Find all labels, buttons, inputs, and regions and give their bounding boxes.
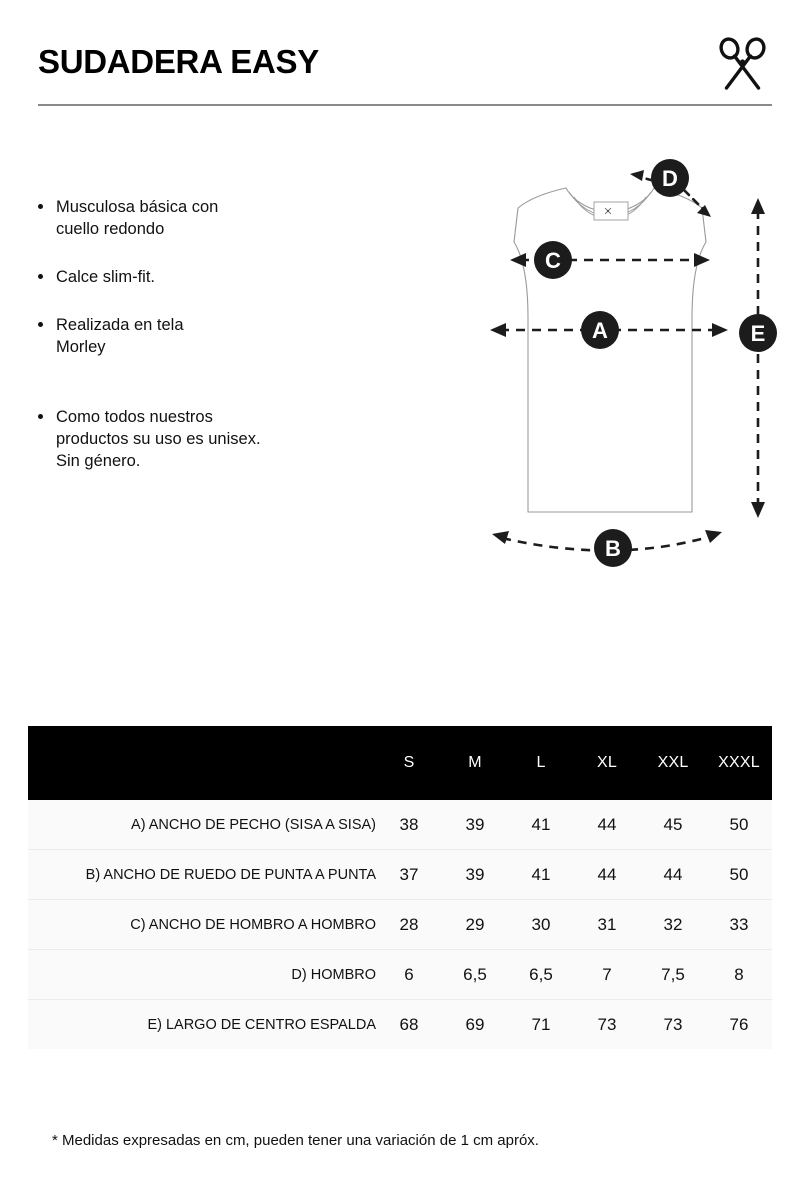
row-value: 44: [663, 864, 683, 884]
list-item: Como todos nuestros productos su uso es …: [36, 406, 436, 472]
marker-badge-c: C: [534, 241, 572, 279]
row-value: 39: [465, 814, 485, 834]
page-title: SUDADERA EASY: [38, 43, 319, 80]
row-value: 50: [729, 814, 749, 834]
list-item: Musculosa básica con cuello redondo: [36, 196, 436, 240]
row-value: 6,5: [463, 964, 487, 984]
marker-c-arrowhead-right: [694, 253, 710, 267]
marker-e-arrowhead-bottom: [751, 502, 765, 518]
row-value: 6: [404, 964, 414, 984]
row-value: 76: [729, 1014, 749, 1034]
row-value: 68: [399, 1014, 419, 1034]
row-separator: [28, 849, 772, 850]
svg-text:D: D: [662, 166, 678, 191]
row-value: 73: [663, 1014, 683, 1034]
row-value: 6,5: [529, 964, 553, 984]
neck-label-icon: [593, 201, 629, 221]
table-row: C) ANCHO DE HOMBRO A HOMBRO 28 29 30 31 …: [28, 900, 772, 949]
bullet-icon: [38, 414, 43, 419]
marker-a-arrowhead-right: [712, 323, 728, 337]
marker-d-arrowhead-left: [630, 170, 644, 181]
header-size-xxl: XXL: [657, 754, 689, 771]
table-row: D) HOMBRO 6 6,5 6,5 7 7,5 8: [28, 950, 772, 999]
svg-text:A: A: [592, 318, 608, 343]
svg-text:B: B: [605, 536, 621, 561]
marker-badge-a: A: [581, 311, 619, 349]
feature-text: Calce slim-fit.: [56, 268, 156, 286]
marker-a-arrowhead-left: [490, 323, 506, 337]
row-value: 41: [531, 814, 551, 834]
bullet-icon: [38, 274, 43, 279]
row-value: 45: [663, 814, 683, 834]
header-size-s: S: [403, 754, 415, 771]
row-value: 7: [602, 964, 612, 984]
title-divider: [38, 104, 772, 106]
row-value: 69: [465, 1014, 485, 1034]
marker-b-arrowhead-right: [705, 530, 722, 543]
svg-text:C: C: [545, 248, 561, 273]
marker-badge-e: E: [739, 314, 777, 352]
row-value: 31: [597, 914, 617, 934]
row-value: 50: [729, 864, 749, 884]
feature-text: Musculosa básica con cuello redondo: [56, 198, 219, 238]
header-size-xxxl: XXXL: [718, 754, 760, 771]
table-row: B) ANCHO DE RUEDO DE PUNTA A PUNTA 37 39…: [28, 850, 772, 899]
scissors-icon: [712, 36, 772, 94]
row-value: 39: [465, 864, 485, 884]
svg-text:E: E: [751, 321, 766, 346]
row-value: 28: [399, 914, 419, 934]
feature-text: Realizada en tela Morley: [56, 316, 184, 356]
marker-c-arrowhead-left: [510, 253, 526, 267]
row-label: B) ANCHO DE RUEDO DE PUNTA A PUNTA: [85, 866, 376, 883]
header-size-m: M: [468, 754, 482, 771]
marker-b-arrowhead-left: [492, 531, 509, 544]
size-table: S M L XL XXL XXXL A) ANCHO DE PECHO (SIS…: [28, 726, 772, 1049]
marker-d-arrowhead-right: [697, 205, 711, 217]
row-value: 41: [531, 864, 551, 884]
row-value: 37: [399, 864, 419, 884]
tank-top-outline: [513, 187, 707, 513]
list-item: Calce slim-fit.: [36, 266, 436, 288]
row-value: 44: [597, 864, 617, 884]
row-value: 7,5: [661, 964, 685, 984]
row-value: 8: [734, 964, 744, 984]
row-value: 44: [597, 814, 617, 834]
row-value: 33: [729, 914, 749, 934]
bullet-icon: [38, 204, 43, 209]
row-separator: [28, 999, 772, 1000]
header-size-l: L: [536, 754, 546, 771]
row-value: 73: [597, 1014, 617, 1034]
row-value: 30: [531, 914, 551, 934]
header-size-xl: XL: [597, 754, 617, 771]
garment-diagram: D C A B E: [470, 150, 790, 570]
row-value: 71: [531, 1014, 551, 1034]
header-corner-cell: [28, 726, 376, 800]
marker-badge-d: D: [651, 159, 689, 197]
row-label: E) LARGO DE CENTRO ESPALDA: [147, 1016, 376, 1033]
measurement-footnote: * Medidas expresadas en cm, pueden tener…: [52, 1132, 539, 1149]
marker-badge-b: B: [594, 529, 632, 567]
row-value: 29: [465, 914, 485, 934]
table-row: E) LARGO DE CENTRO ESPALDA 68 69 71 73 7…: [28, 1000, 772, 1049]
page-header: SUDADERA EASY: [38, 37, 772, 106]
row-value: 32: [663, 914, 683, 934]
row-separator: [28, 899, 772, 900]
row-value: 38: [399, 814, 419, 834]
row-label: C) ANCHO DE HOMBRO A HOMBRO: [130, 916, 376, 933]
row-separator: [28, 949, 772, 950]
feature-list: Musculosa básica con cuello redondo Calc…: [36, 196, 436, 472]
row-label: A) ANCHO DE PECHO (SISA A SISA): [131, 816, 376, 833]
bullet-icon: [38, 322, 43, 327]
table-header-row: S M L XL XXL XXXL: [28, 726, 772, 800]
marker-e-arrowhead-top: [751, 198, 765, 214]
list-item: Realizada en tela Morley: [36, 314, 436, 358]
row-label: D) HOMBRO: [291, 966, 376, 983]
table-row: A) ANCHO DE PECHO (SISA A SISA) 38 39 41…: [28, 800, 772, 849]
feature-text: Como todos nuestros productos su uso es …: [56, 408, 261, 470]
